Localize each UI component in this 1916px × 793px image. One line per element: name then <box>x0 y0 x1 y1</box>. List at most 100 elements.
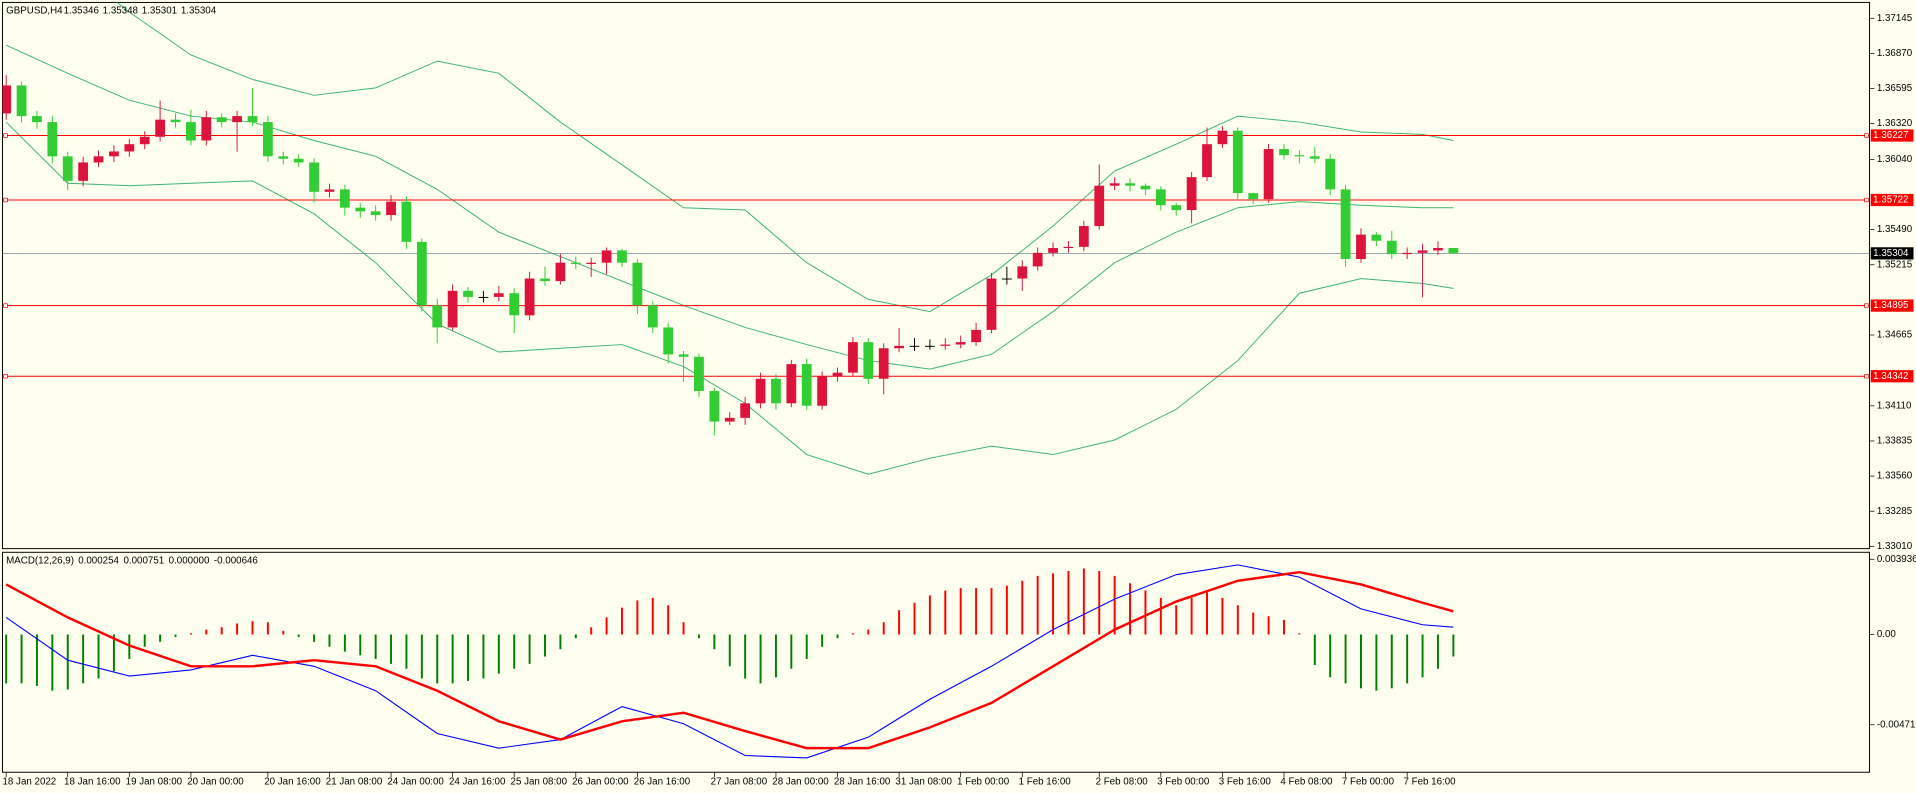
candle-body <box>339 189 350 208</box>
candle-body <box>663 327 674 355</box>
x-tick-label: 18 Jan 2022 <box>2 777 56 788</box>
y-tick-label: 1.35490 <box>1877 224 1913 235</box>
level-label: 1.34342 <box>1873 371 1908 382</box>
candle-body <box>986 278 997 330</box>
candle-body <box>447 290 458 328</box>
x-tick-label: 3 Feb 00:00 <box>1157 777 1210 788</box>
x-tick-label: 20 Jan 16:00 <box>264 777 321 788</box>
readout-value: 1.35304 <box>181 6 217 17</box>
y-tick-label: -0.004719 <box>1877 719 1916 730</box>
level-anchor <box>3 303 8 308</box>
candle-body <box>309 162 319 192</box>
candle-body <box>93 156 104 163</box>
candle-body <box>771 378 781 404</box>
y-tick-label: 0.00 <box>1877 629 1897 640</box>
readout-value: 0.000751 <box>123 555 164 566</box>
candle-body <box>740 403 751 418</box>
y-tick-label: 1.34110 <box>1877 400 1912 411</box>
level-tag <box>1870 129 1914 142</box>
macd-panel <box>2 551 1871 773</box>
candle-body <box>801 364 812 406</box>
candle-body <box>47 122 58 157</box>
candle-body <box>1279 149 1289 156</box>
candle-body <box>555 262 566 282</box>
x-tick-label: 20 Jan 00:00 <box>187 777 244 788</box>
candle-body <box>2 85 12 114</box>
x-tick-label: 26 Jan 00:00 <box>572 777 629 788</box>
y-tick-label: 1.37145 <box>1877 13 1913 24</box>
candle-body <box>755 378 766 404</box>
candle-body <box>1109 183 1120 186</box>
candle-body <box>1217 130 1228 145</box>
candle-body <box>1325 158 1336 190</box>
readout-value: 0.000000 <box>169 555 210 566</box>
macd-plot <box>5 564 1455 759</box>
y-tick-label: 1.33560 <box>1877 471 1913 482</box>
candle-body <box>832 372 843 377</box>
candle-body <box>216 117 227 123</box>
candle-body <box>509 293 520 316</box>
candle-body <box>647 305 658 328</box>
candle-body <box>124 144 135 152</box>
bid-tag <box>1870 247 1914 260</box>
readout-value: 1.35348 <box>103 6 138 17</box>
level-tag <box>1870 299 1914 312</box>
candle-body <box>355 207 366 212</box>
symbol-title: GBPUSD,H4 <box>6 6 63 17</box>
candle-body <box>540 278 550 282</box>
candle-body <box>278 156 289 159</box>
level-anchor <box>1864 303 1869 308</box>
candle-body <box>478 296 489 298</box>
candle-body <box>201 117 212 141</box>
x-tick-label: 3 Feb 16:00 <box>1219 777 1272 788</box>
y-tick-label: 1.36320 <box>1877 118 1913 129</box>
candle-body <box>16 85 27 117</box>
y-tick-label: 1.36595 <box>1877 83 1913 94</box>
candle-body <box>601 250 612 263</box>
candle-body <box>925 345 935 347</box>
candle-body <box>724 417 735 422</box>
candle-body <box>848 342 858 373</box>
candle-body <box>62 156 73 181</box>
candle-body <box>894 345 904 349</box>
x-tick-label: 4 Feb 08:00 <box>1280 777 1333 788</box>
x-tick-label: 7 Feb 16:00 <box>1403 777 1456 788</box>
x-tick-label: 24 Jan 00:00 <box>387 777 444 788</box>
level-label: 1.35722 <box>1873 195 1908 206</box>
macd-line <box>5 570 1454 750</box>
candle-body <box>1433 248 1443 251</box>
level-label: 1.36227 <box>1873 130 1908 141</box>
readout-value: 1.35346 <box>64 6 99 17</box>
x-tick-label: 1 Feb 00:00 <box>957 777 1010 788</box>
y-tick-label: 1.34665 <box>1877 330 1913 341</box>
candle-body <box>1309 156 1320 159</box>
y-tick-label: 1.33835 <box>1877 436 1913 447</box>
x-tick-label: 21 Jan 08:00 <box>326 777 383 788</box>
candle-body <box>139 136 150 145</box>
x-tick-label: 31 Jan 08:00 <box>895 777 952 788</box>
candle-body <box>1125 183 1135 186</box>
level-label: 1.34895 <box>1873 300 1909 311</box>
candle-body <box>524 278 535 316</box>
candle-body <box>78 162 89 181</box>
candle-body <box>955 342 966 345</box>
candle-body <box>293 158 304 163</box>
candle-body <box>586 262 597 264</box>
candle-body <box>1094 185 1105 227</box>
candle-body <box>878 348 889 379</box>
x-tick-label: 18 Jan 16:00 <box>64 777 121 788</box>
candle-body <box>1001 278 1012 280</box>
x-tick-label: 26 Jan 16:00 <box>634 777 691 788</box>
level-anchor <box>1864 133 1869 138</box>
candle-body <box>1417 250 1428 253</box>
readout-value: 1.35301 <box>142 6 177 17</box>
candle-body <box>1063 246 1074 249</box>
x-tick-label: 24 Jan 16:00 <box>449 777 506 788</box>
candle-body <box>709 391 720 422</box>
axes: 1.37145 1.36870 1.36595 1.36320 1.36040 1.354… <box>2 13 1916 788</box>
level-anchor <box>3 133 8 138</box>
x-tick-label: 27 Jan 08:00 <box>711 777 768 788</box>
candle-body <box>1448 248 1459 254</box>
